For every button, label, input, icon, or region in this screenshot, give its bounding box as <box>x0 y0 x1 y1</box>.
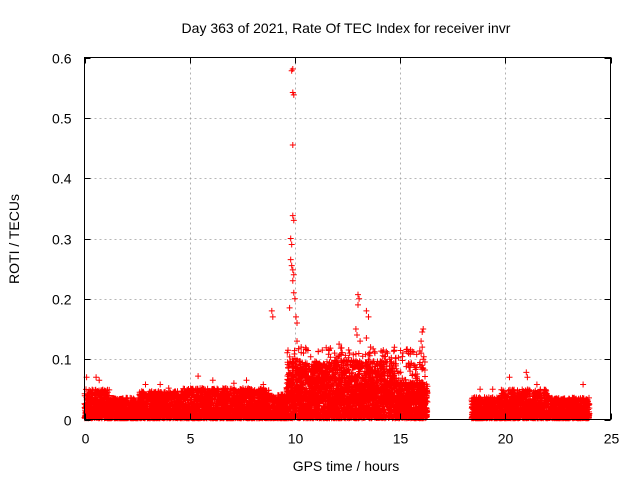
x-tick-label: 20 <box>498 431 514 447</box>
y-axis-label: ROTI / TECUs <box>6 194 22 284</box>
y-tick-label: 0.3 <box>52 232 72 248</box>
x-tick-label: 5 <box>187 431 195 447</box>
grid-lines <box>84 57 611 420</box>
data-points <box>81 66 593 422</box>
y-tick-label: 0.5 <box>52 111 72 127</box>
x-tick-label: 15 <box>393 431 409 447</box>
x-axis-label: GPS time / hours <box>293 458 400 474</box>
y-tick-label: 0.1 <box>52 352 72 368</box>
y-tick-label: 0.6 <box>52 51 72 67</box>
y-tick-label: 0.4 <box>52 171 72 187</box>
x-tick-label: 0 <box>82 431 90 447</box>
y-tick-label: 0 <box>64 413 72 429</box>
axis-ticks: 0 5 10 15 20 25 0 0.1 0.2 0.3 0.4 0.5 0.6 <box>52 51 619 447</box>
y-tick-label: 0.2 <box>52 292 72 308</box>
x-tick-label: 25 <box>604 431 620 447</box>
roti-points <box>81 66 593 422</box>
plot-frame <box>84 57 611 420</box>
chart-title: Day 363 of 2021, Rate Of TEC Index for r… <box>182 20 511 36</box>
x-tick-label: 10 <box>288 431 304 447</box>
